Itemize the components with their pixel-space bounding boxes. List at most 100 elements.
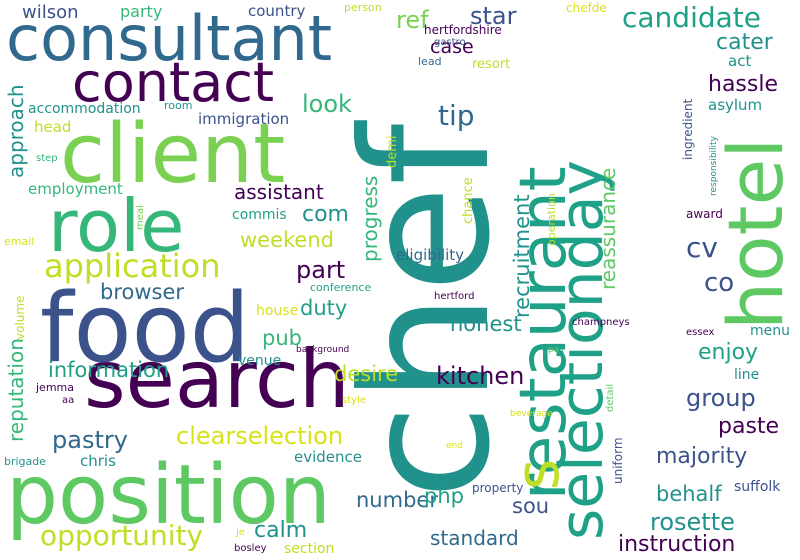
word-instruction: instruction <box>618 532 736 557</box>
word-desire: desire <box>334 362 399 386</box>
word-employment: employment <box>28 180 123 198</box>
word-kitchen: kitchen <box>436 362 525 390</box>
word-evidence: evidence <box>294 448 363 466</box>
word-eligibility: eligibility <box>396 246 465 264</box>
word-detail: detail <box>605 383 616 412</box>
word-enjoy: enjoy <box>698 340 759 365</box>
word-wilson: wilson <box>22 2 79 23</box>
word-award: award <box>686 207 723 221</box>
word-assistant: assistant <box>234 180 324 204</box>
word-star: star <box>470 2 517 30</box>
word-person: person <box>344 1 382 14</box>
word-property: property <box>472 481 524 495</box>
word-standard: standard <box>430 526 519 550</box>
word-country: country <box>248 2 306 20</box>
word-commis: commis <box>232 207 287 223</box>
word-end: end <box>446 441 463 451</box>
word-operation: operation <box>545 193 558 246</box>
word-responsibility: responsibility <box>709 136 719 196</box>
word-resort: resort <box>472 57 511 72</box>
word-gastro: gastro <box>434 37 466 48</box>
word-volume: volume <box>13 295 27 340</box>
word-venue: venue <box>238 353 282 369</box>
word-calm: calm <box>254 518 308 543</box>
word-pa: pa <box>548 345 560 355</box>
word-style: style <box>342 395 366 406</box>
word-house: house <box>256 303 299 319</box>
word-essex: essex <box>686 327 715 338</box>
word-information: information <box>48 358 170 382</box>
word-food: food <box>40 274 250 384</box>
word-hotel: hotel <box>711 137 800 330</box>
word-approach: approach <box>4 84 28 178</box>
word-chris: chris <box>80 452 116 470</box>
word-cv: cv <box>686 231 718 264</box>
word-browser: browser <box>100 280 185 304</box>
word-email: email <box>4 235 35 248</box>
word-php: php <box>424 484 464 508</box>
word-hertfordshire: hertfordshire <box>424 23 502 37</box>
word-candidate: candidate <box>622 1 761 34</box>
word-ref: ref <box>396 6 429 34</box>
word-com: com <box>302 202 349 227</box>
word-section: section <box>284 541 335 557</box>
word-background: background <box>296 345 350 355</box>
word-tip: tip <box>438 99 475 132</box>
word-chance: chance <box>461 177 476 224</box>
word-asylum: asylum <box>708 96 763 114</box>
word-beverage: beverage <box>510 409 553 419</box>
word-room: room <box>164 99 193 112</box>
word-majority: majority <box>656 444 748 469</box>
word-honest: honest <box>450 312 522 336</box>
word-step: step <box>36 153 58 164</box>
word-pastry: pastry <box>52 426 128 454</box>
word-party: party <box>120 2 163 21</box>
word-part: part <box>296 256 346 284</box>
word-act: act <box>728 52 752 70</box>
word-chefde: chefde <box>566 1 607 15</box>
word-duty: duty <box>300 296 348 320</box>
word-group: group <box>686 384 756 412</box>
word-opportunity: opportunity <box>40 519 204 552</box>
word-search: search <box>84 333 350 426</box>
word-pub: pub <box>262 326 302 350</box>
word-recruitment: recruitment <box>510 194 534 318</box>
word-conference: conference <box>310 281 372 294</box>
word-menu: menu <box>750 323 790 339</box>
word-position: position <box>6 448 331 543</box>
word-suffolk: suffolk <box>734 479 781 495</box>
word-reputation: reputation <box>4 338 28 442</box>
word-number: number <box>356 488 438 512</box>
word-ingredient: ingredient <box>681 98 695 160</box>
word-champneys: champneys <box>572 317 630 328</box>
word-hertford: hertford <box>434 291 475 302</box>
word-client: client <box>60 107 286 202</box>
word-weekend: weekend <box>240 228 334 252</box>
word-application: application <box>44 247 221 285</box>
word-case: case <box>430 36 474 58</box>
word-demi: demi <box>385 135 400 168</box>
word-bosley: bosley <box>234 543 267 554</box>
word-head: head <box>34 118 72 136</box>
word-look: look <box>302 90 352 118</box>
word-immigration: immigration <box>198 110 290 128</box>
word-behalf: behalf <box>656 482 722 506</box>
word-uniform: uniform <box>611 437 625 484</box>
word-lead: lead <box>418 55 442 68</box>
word-line: line <box>734 367 760 383</box>
word-reassurance: reassurance <box>596 167 620 290</box>
word-progress: progress <box>358 175 382 262</box>
word-je: je <box>236 527 245 538</box>
word-role: role <box>48 184 185 268</box>
word-rosette: rosette <box>650 508 735 536</box>
word-contact: contact <box>72 51 275 114</box>
word-paste: paste <box>718 414 780 439</box>
word-clearselection: clearselection <box>176 422 344 450</box>
word-brigade: brigade <box>4 455 47 468</box>
word-accommodation: accommodation <box>28 101 141 117</box>
word-sou: sou <box>512 494 550 518</box>
word-co: co <box>704 268 735 298</box>
word-cater: cater <box>716 30 773 55</box>
word-meal: meal <box>135 205 146 230</box>
